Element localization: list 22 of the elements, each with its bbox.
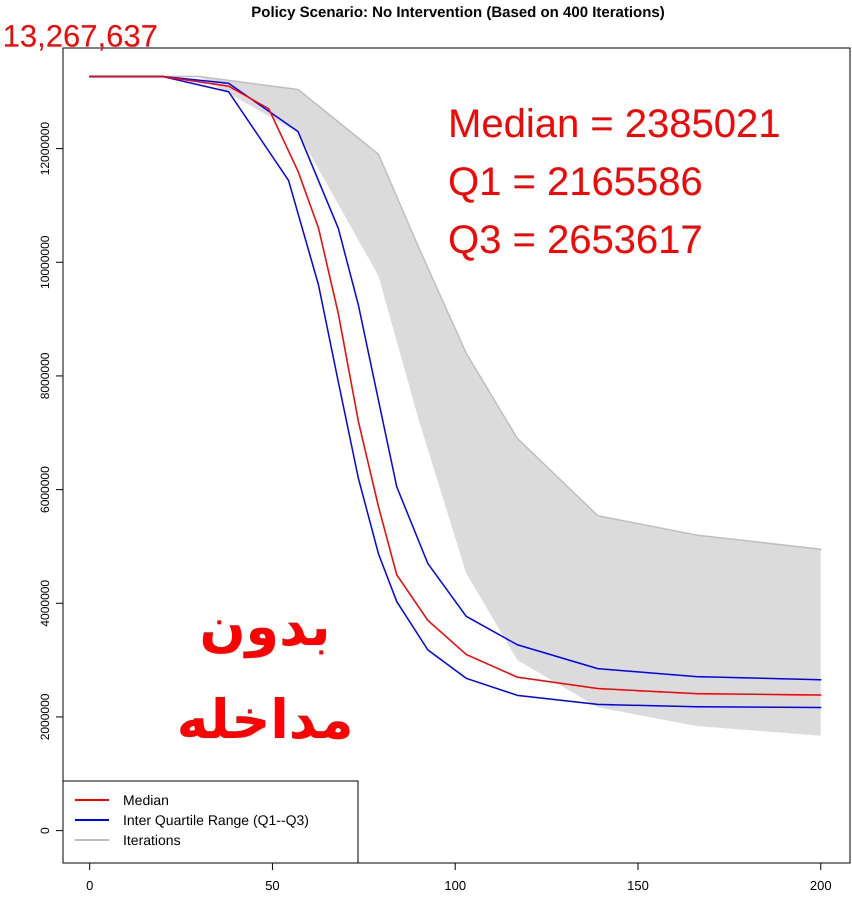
y-tick-label: 0 [38, 826, 52, 834]
annotation: بدون [199, 595, 331, 659]
y-tick-label: 4000000 [38, 580, 52, 627]
annotation: Q3 = 2653617 [448, 218, 703, 262]
legend-label: Median [123, 792, 169, 808]
y-tick-label: 12000000 [38, 122, 52, 176]
y-tick-label: 2000000 [38, 693, 52, 740]
x-tick-label: 0 [86, 878, 94, 893]
y-tick-label: 8000000 [38, 352, 52, 400]
annotation: مداخله [176, 688, 354, 751]
x-tick-label: 100 [444, 878, 466, 893]
chart-title: Policy Scenario: No Intervention (Based on 400 Iterations) [251, 4, 665, 21]
annotation: 13,267,637 [2, 18, 158, 54]
x-tick-label: 150 [627, 878, 649, 893]
annotation: Median = 2385021 [448, 102, 780, 146]
legend-label: Inter Quartile Range (Q1--Q3) [123, 812, 309, 828]
x-tick-label: 50 [265, 878, 280, 893]
annotation: Q1 = 2165586 [448, 160, 703, 204]
y-tick-label: 10000000 [38, 235, 52, 289]
legend-label: Iterations [123, 832, 181, 848]
y-tick-label: 6000000 [38, 466, 52, 513]
x-tick-label: 200 [810, 878, 832, 893]
